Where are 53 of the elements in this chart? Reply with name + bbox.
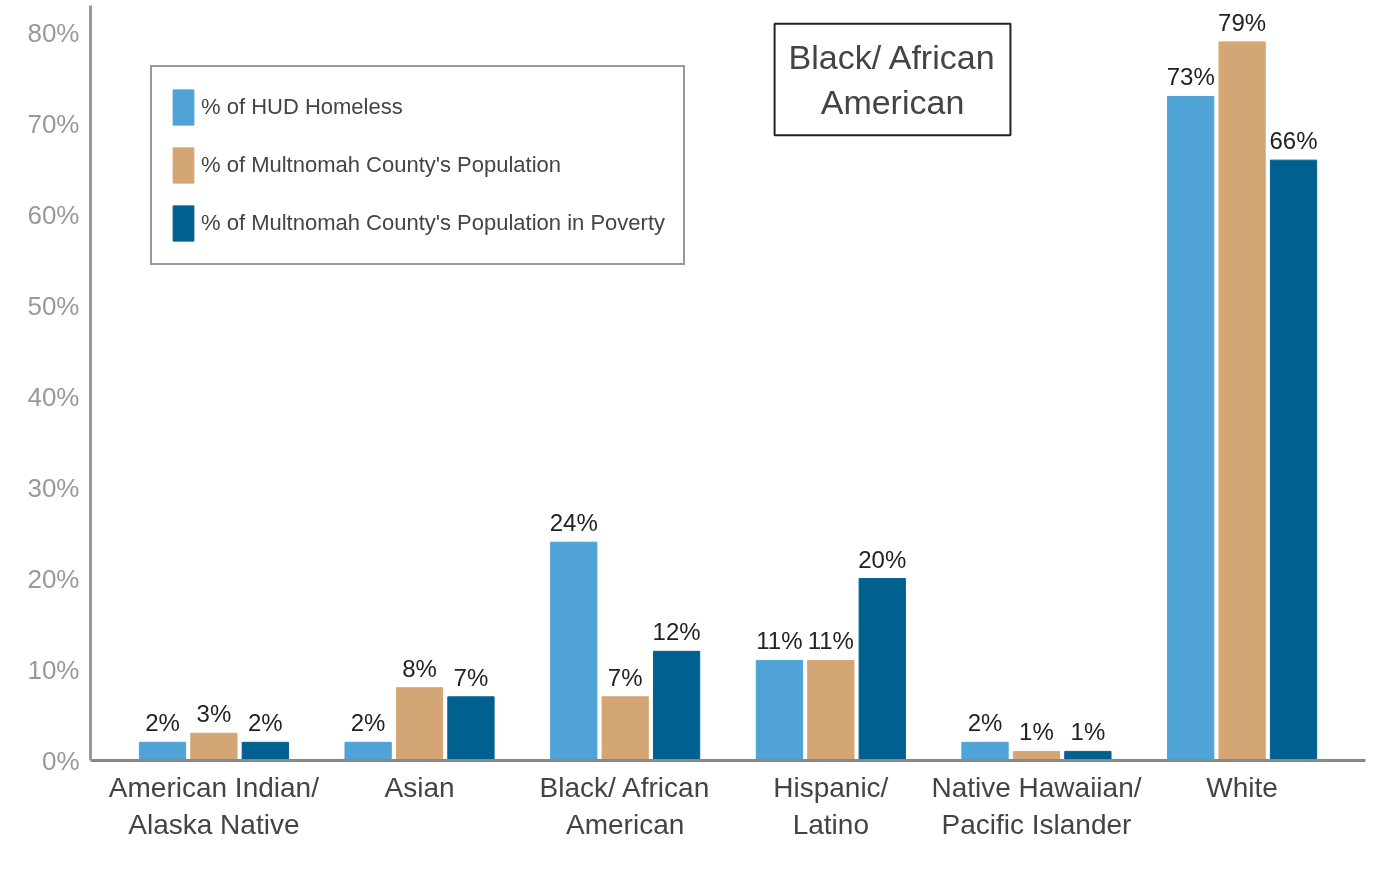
data-label: 3% — [196, 700, 232, 728]
x-tick-label: White — [1206, 771, 1278, 803]
data-label: 7% — [607, 663, 643, 691]
data-label: 11% — [756, 627, 803, 655]
data-label: 11% — [807, 627, 854, 655]
data-label: 2% — [145, 709, 180, 737]
bar — [1218, 41, 1266, 761]
data-label: 8% — [402, 654, 437, 682]
data-label: 73% — [1166, 63, 1215, 91]
bar — [344, 741, 392, 761]
y-tick-label: 30% — [27, 472, 80, 503]
bar — [241, 741, 289, 761]
bar — [138, 741, 187, 761]
bar — [807, 659, 855, 761]
x-tick-label: Hispanic/ Latino — [773, 771, 889, 840]
data-label: 1% — [1070, 718, 1106, 746]
x-tick-label: Black/ African American — [539, 771, 710, 840]
y-tick-label: 20% — [27, 563, 80, 594]
y-tick-label: 50% — [27, 290, 80, 321]
x-tick-label: Native Hawaiian/ Pacific Islander — [931, 771, 1142, 840]
data-label: 2% — [350, 709, 386, 737]
bar — [652, 650, 701, 761]
data-label: 79% — [1218, 8, 1267, 36]
bar — [601, 696, 649, 761]
y-tick-label: 60% — [27, 199, 80, 230]
data-label: 2% — [967, 709, 1003, 737]
bar — [447, 696, 495, 761]
x-tick-label: Asian — [384, 771, 455, 803]
bar — [395, 687, 444, 761]
legend-label: % of HUD Homeless — [201, 94, 403, 120]
bar — [858, 578, 906, 761]
data-label: 12% — [652, 618, 701, 646]
data-label: 1% — [1019, 718, 1054, 746]
y-tick-label: 0% — [41, 745, 80, 776]
bar — [1269, 159, 1318, 761]
bar — [755, 659, 804, 761]
bar — [550, 541, 598, 761]
y-tick-label: 80% — [27, 17, 80, 48]
annotation: Black/ African American — [788, 37, 995, 122]
data-label: 24% — [549, 509, 598, 537]
legend-label: % of Multnomah County's Population — [201, 152, 562, 178]
data-label: 66% — [1269, 127, 1318, 155]
bar — [190, 732, 238, 761]
bar — [1167, 95, 1215, 761]
data-label: 20% — [858, 545, 907, 573]
legend-label: % of Multnomah County's Population in Poverty — [201, 210, 665, 236]
y-tick-label: 40% — [27, 381, 80, 412]
x-tick-label: American Indian/ Alaska Native — [108, 771, 320, 840]
data-label: 2% — [247, 709, 283, 737]
y-tick-label: 70% — [27, 108, 80, 139]
y-tick-label: 10% — [27, 654, 80, 685]
data-label: 7% — [453, 663, 489, 691]
bar — [961, 741, 1009, 761]
